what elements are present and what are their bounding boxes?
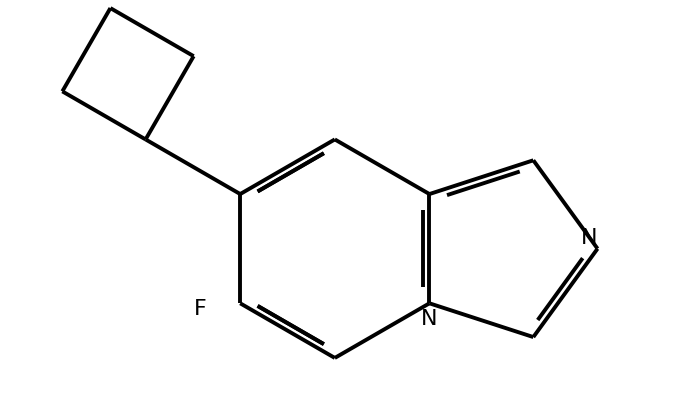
Text: F: F — [194, 298, 207, 318]
Text: N: N — [581, 227, 598, 247]
Text: N: N — [421, 309, 437, 328]
